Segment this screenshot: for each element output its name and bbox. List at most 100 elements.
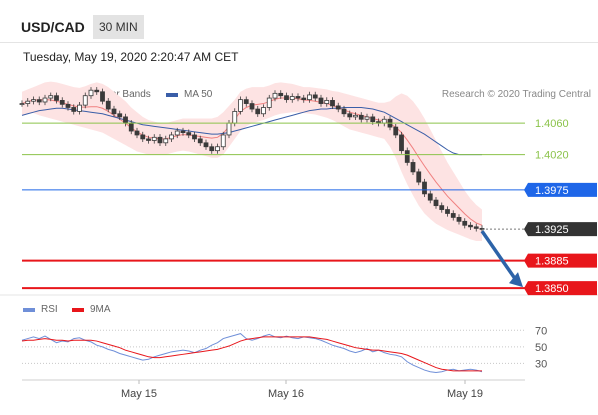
- candle-body: [36, 99, 42, 103]
- candle-body: [422, 181, 427, 195]
- candle-body: [266, 97, 272, 108]
- candle-body: [312, 94, 318, 99]
- rsi-tick-label: 70: [535, 325, 547, 337]
- candle-body: [284, 95, 289, 101]
- forecast-arrow-head-icon: [509, 272, 523, 288]
- legend-9ma-label: 9MA: [90, 304, 111, 315]
- level-label-bg: [524, 222, 597, 237]
- candle-body: [370, 116, 376, 123]
- candle-body: [88, 89, 94, 97]
- candle-body: [335, 105, 341, 110]
- candle-body: [48, 95, 54, 99]
- candle-body: [42, 97, 48, 103]
- candle-body: [77, 104, 82, 112]
- candle-body: [347, 113, 353, 118]
- candle-body: [364, 116, 370, 120]
- candle-body: [174, 130, 180, 136]
- candle-body: [462, 220, 468, 226]
- candle-body: [238, 99, 243, 112]
- candle-body: [59, 100, 65, 105]
- candle-body: [100, 91, 105, 102]
- candle-body: [163, 138, 169, 144]
- candle-body: [450, 213, 456, 218]
- candle-body: [197, 138, 203, 144]
- level-label: 1.4020: [535, 150, 569, 162]
- candle-body: [410, 162, 416, 173]
- rsi-tick-label: 50: [535, 342, 547, 354]
- ma50-line: [21, 106, 482, 156]
- timeframe-badge[interactable]: 30 MIN: [93, 15, 144, 39]
- candle-body: [151, 136, 157, 141]
- candle-body: [19, 103, 25, 105]
- ma9-swatch-icon: [72, 307, 84, 312]
- x-tick-label: May 15: [121, 388, 157, 400]
- candle-body: [295, 96, 301, 99]
- candle-body: [117, 113, 123, 118]
- candle-body: [226, 122, 232, 136]
- candle-body: [404, 150, 410, 163]
- instrument-title: USD/CAD: [21, 19, 85, 35]
- candle-body: [289, 96, 295, 101]
- candle-body: [473, 226, 479, 229]
- x-tick-label: May 19: [447, 388, 483, 400]
- candle-body: [54, 95, 59, 101]
- level-label-bg: [524, 253, 597, 268]
- level-label: 1.3850: [535, 283, 569, 295]
- candle-body: [324, 100, 330, 104]
- rsi-ma9-line: [21, 336, 482, 372]
- rsi-tick-label: 30: [535, 358, 547, 370]
- candle-body: [301, 97, 307, 101]
- rsi-line: [21, 333, 483, 374]
- candle-body: [123, 116, 128, 124]
- level-label: 1.3885: [535, 256, 569, 268]
- level-label: 1.3925: [535, 224, 569, 236]
- x-tick-label: May 16: [268, 388, 304, 400]
- candle-body: [433, 199, 439, 207]
- candle-body: [25, 100, 31, 104]
- candle-body: [146, 138, 151, 141]
- candles: [19, 87, 485, 233]
- candle-body: [255, 108, 261, 115]
- level-label-bg: [524, 281, 597, 296]
- candle-body: [128, 122, 134, 132]
- candle-body: [445, 209, 450, 214]
- legend-ma50-label: MA 50: [184, 89, 213, 100]
- candle-body: [71, 107, 77, 112]
- legend-9ma: 9MA: [72, 304, 111, 315]
- candle-body: [31, 99, 36, 102]
- level-label: 1.4060: [535, 118, 569, 130]
- candle-body: [203, 142, 209, 148]
- candle-body: [192, 134, 197, 140]
- candle-body: [134, 130, 140, 136]
- candle-body: [65, 103, 71, 108]
- candle-body: [105, 100, 111, 110]
- candle-body: [209, 146, 215, 152]
- candle-body: [94, 89, 100, 93]
- candle-body: [232, 111, 238, 124]
- candle-body: [381, 118, 387, 124]
- candle-body: [243, 99, 249, 104]
- candle-body: [157, 136, 163, 144]
- candle-body: [169, 134, 174, 140]
- candle-body: [318, 97, 324, 104]
- legend-ma50: MA 50: [166, 89, 212, 100]
- forecast-arrow: [480, 230, 518, 282]
- candle-body: [249, 103, 255, 110]
- candle-body: [278, 92, 284, 97]
- candle-body: [456, 217, 462, 222]
- candle-body: [439, 205, 445, 210]
- candle-body: [330, 100, 335, 107]
- candle-body: [220, 134, 226, 148]
- candle-body: [399, 134, 404, 152]
- candle-body: [416, 171, 422, 183]
- candle-body: [427, 193, 433, 201]
- candle-body: [353, 114, 358, 118]
- candle-body: [186, 132, 192, 136]
- chart-header: USD/CAD 30 MIN: [0, 0, 598, 43]
- credit-text: Research © 2020 Trading Central: [441, 89, 591, 100]
- candle-body: [215, 146, 220, 152]
- candle-body: [468, 224, 473, 228]
- candle-body: [261, 107, 266, 115]
- candle-body: [307, 94, 312, 101]
